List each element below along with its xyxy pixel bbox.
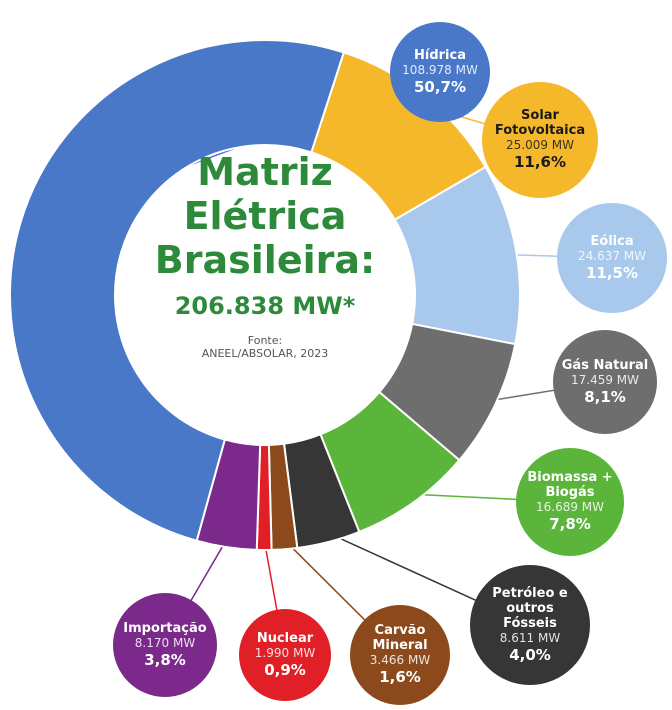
title-line: Matriz xyxy=(197,150,333,194)
category-name: Petróleo e outros Fósseis xyxy=(492,585,568,631)
category-bubble: Eólica 24.637 MW 11,5% xyxy=(557,203,667,313)
share-label: 11,6% xyxy=(513,153,567,171)
category-bubble: Nuclear 1.990 MW 0,9% xyxy=(239,609,331,701)
share-label: 1,6% xyxy=(379,668,421,686)
category-name: Carvão Mineral xyxy=(372,623,428,653)
category-bubble: Carvão Mineral 3.466 MW 1,6% xyxy=(350,605,450,705)
value-label: 17.459 MW xyxy=(570,372,640,387)
share-label: 3,8% xyxy=(144,650,186,669)
title-line: Brasileira: xyxy=(154,238,376,282)
share-label: 0,9% xyxy=(264,660,306,679)
category-bubble: Solar Fotovoltaica 25.009 MW 11,6% xyxy=(482,82,598,198)
category-name: Hídrica xyxy=(414,47,466,63)
value-label: 1.990 MW xyxy=(254,645,316,660)
subtitle: 206.838 MW* xyxy=(174,292,356,320)
value-label: 8.611 MW xyxy=(499,630,561,645)
share-label: 4,0% xyxy=(509,645,551,664)
category-bubble: Gás Natural 17.459 MW 8,1% xyxy=(553,330,657,434)
category-name: Eólica xyxy=(590,233,634,249)
category-name: Biomassa + Biogás xyxy=(527,470,613,500)
center-text: Matriz Elétrica Brasileira: 206.838 MW* … xyxy=(115,150,415,360)
category-bubble: Importação 8.170 MW 3,8% xyxy=(113,593,217,697)
title-line: Elétrica xyxy=(183,194,347,238)
category-bubble: Hídrica 108.978 MW 50,7% xyxy=(390,22,490,122)
share-label: 7,8% xyxy=(549,515,591,533)
donut-segment xyxy=(9,39,346,542)
category-name: Gás Natural xyxy=(561,357,649,373)
source: Fonte: xyxy=(247,334,283,347)
value-label: 16.689 MW xyxy=(535,500,605,514)
value-label: 3.466 MW xyxy=(369,653,431,667)
value-label: 25.009 MW xyxy=(505,138,575,152)
value-label: 108.978 MW xyxy=(402,62,478,77)
category-name: Solar Fotovoltaica xyxy=(494,108,586,138)
category-bubble: Petróleo e outros Fósseis 8.611 MW 4,0% xyxy=(470,565,590,685)
value-label: 24.637 MW xyxy=(577,248,647,263)
source: ANEEL/ABSOLAR, 2023 xyxy=(201,347,329,360)
category-name: Nuclear xyxy=(256,630,314,646)
category-bubble: Biomassa + Biogás 16.689 MW 7,8% xyxy=(516,448,624,556)
value-label: 8.170 MW xyxy=(134,635,196,650)
category-name: Importação xyxy=(123,620,207,636)
share-label: 11,5% xyxy=(585,263,639,282)
share-label: 50,7% xyxy=(413,77,467,96)
share-label: 8,1% xyxy=(584,387,626,406)
